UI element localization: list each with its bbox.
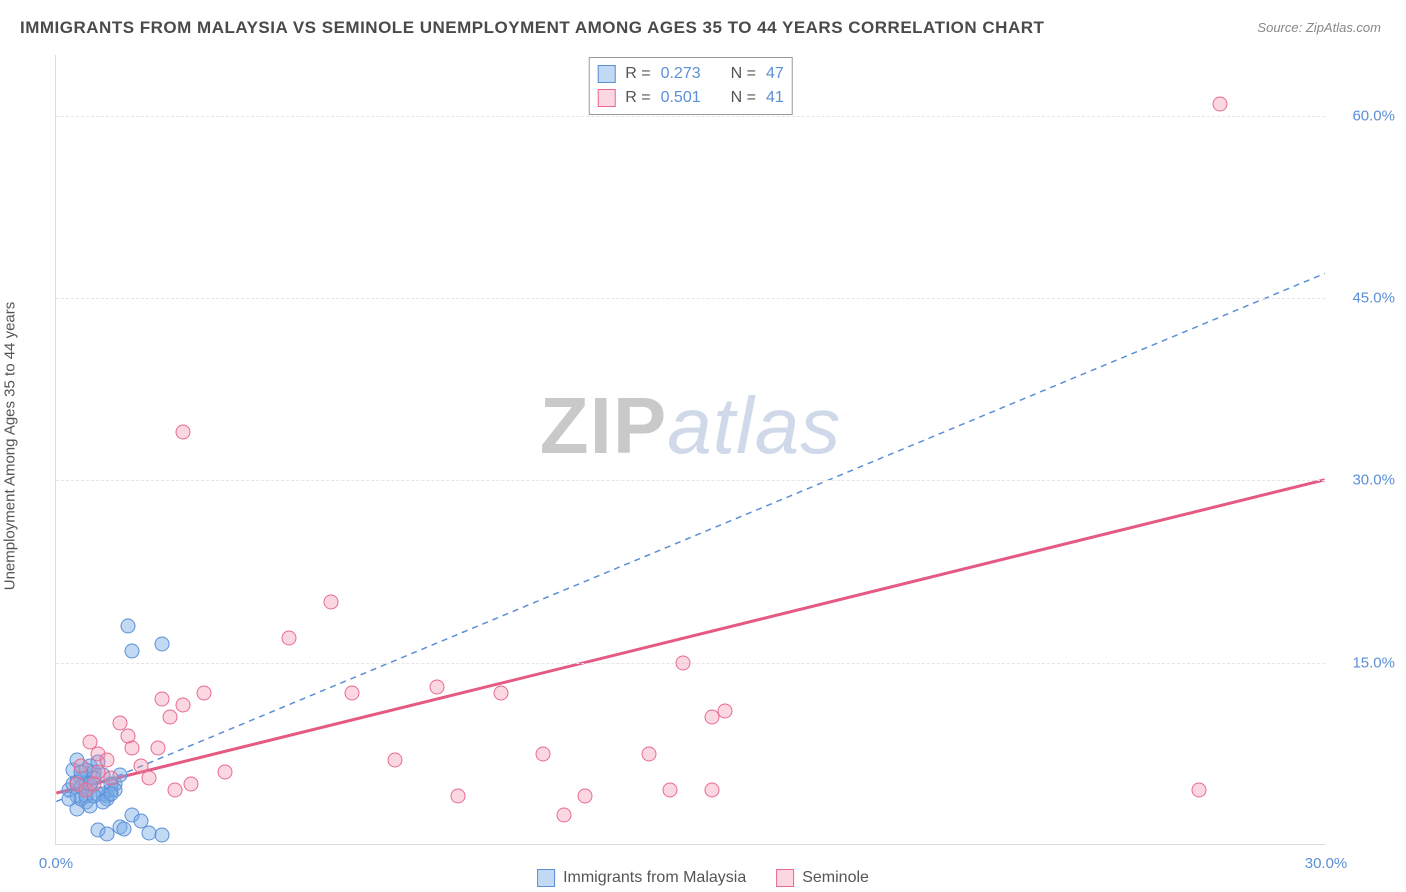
series-legend: Immigrants from Malaysia Seminole [537, 869, 869, 887]
data-point [675, 655, 690, 670]
data-point [281, 631, 296, 646]
gridline-horizontal [56, 298, 1325, 299]
source-attribution: Source: ZipAtlas.com [1257, 20, 1381, 35]
data-point [324, 594, 339, 609]
data-point [154, 692, 169, 707]
legend-swatch [537, 869, 555, 887]
source-label: Source: [1257, 20, 1302, 35]
data-point [387, 752, 402, 767]
data-point [61, 791, 76, 806]
data-point [535, 746, 550, 761]
data-point [104, 786, 119, 801]
data-point [176, 698, 191, 713]
y-tick-label: 15.0% [1335, 654, 1395, 671]
legend-swatch [597, 65, 615, 83]
x-tick-label: 0.0% [39, 855, 73, 872]
data-point [104, 771, 119, 786]
legend-swatch [776, 869, 794, 887]
r-label: R = [625, 89, 650, 107]
x-tick-label: 30.0% [1305, 855, 1348, 872]
trend-line [56, 273, 1324, 801]
data-point [120, 619, 135, 634]
data-point [154, 637, 169, 652]
data-point [430, 680, 445, 695]
data-point [705, 783, 720, 798]
trend-lines-layer [56, 55, 1325, 844]
r-value: 0.273 [661, 65, 701, 83]
n-value: 41 [766, 89, 784, 107]
data-point [99, 827, 114, 842]
data-point [176, 424, 191, 439]
n-value: 47 [766, 65, 784, 83]
source-value: ZipAtlas.com [1306, 20, 1381, 35]
data-point [1192, 783, 1207, 798]
data-point [197, 686, 212, 701]
y-tick-label: 30.0% [1335, 472, 1395, 489]
data-point [116, 822, 131, 837]
data-point [125, 643, 140, 658]
data-point [87, 777, 102, 792]
data-point [641, 746, 656, 761]
data-point [74, 759, 89, 774]
data-point [99, 752, 114, 767]
data-point [154, 828, 169, 843]
correlation-row: R = 0.273 N = 47 [597, 62, 784, 86]
legend-label: Immigrants from Malaysia [563, 869, 746, 887]
data-point [167, 783, 182, 798]
chart-title: IMMIGRANTS FROM MALAYSIA VS SEMINOLE UNE… [20, 18, 1044, 38]
y-tick-label: 45.0% [1335, 290, 1395, 307]
data-point [163, 710, 178, 725]
data-point [557, 807, 572, 822]
data-point [218, 765, 233, 780]
data-point [142, 771, 157, 786]
legend-item: Seminole [776, 869, 869, 887]
y-axis-label: Unemployment Among Ages 35 to 44 years [2, 302, 19, 591]
plot-area: ZIPatlas R =0.273N =47R =0.501N =41 15.0… [55, 55, 1325, 845]
n-label: N = [731, 89, 756, 107]
data-point [578, 789, 593, 804]
y-tick-label: 60.0% [1335, 107, 1395, 124]
data-point [493, 686, 508, 701]
gridline-horizontal [56, 663, 1325, 664]
data-point [120, 728, 135, 743]
data-point [717, 704, 732, 719]
n-label: N = [731, 65, 756, 83]
legend-item: Immigrants from Malaysia [537, 869, 746, 887]
correlation-row: R = 0.501 N = 41 [597, 86, 784, 110]
data-point [345, 686, 360, 701]
legend-swatch [597, 89, 615, 107]
gridline-horizontal [56, 116, 1325, 117]
data-point [451, 789, 466, 804]
data-point [1213, 96, 1228, 111]
trend-line [56, 480, 1324, 793]
gridline-horizontal [56, 480, 1325, 481]
data-point [150, 740, 165, 755]
correlation-legend: R = 0.273 N = 47 R = 0.501 N = 41 [588, 57, 793, 115]
data-point [662, 783, 677, 798]
data-point [184, 777, 199, 792]
r-value: 0.501 [661, 89, 701, 107]
legend-label: Seminole [802, 869, 869, 887]
r-label: R = [625, 65, 650, 83]
data-point [133, 759, 148, 774]
